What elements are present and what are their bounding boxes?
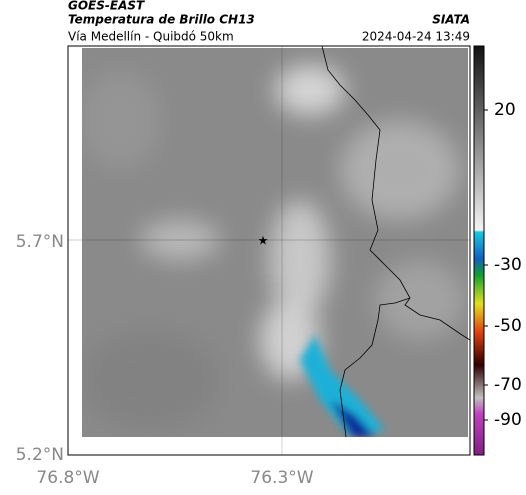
city-marker: ★ [258,234,269,248]
colorbar [473,45,485,456]
lat-label: 5.7°N [16,232,64,252]
borders [321,45,471,438]
colorbar-ticks: 20 -30 -50 -70 -90 [484,100,522,430]
timestamp: 2024-04-24 13:49 [362,30,470,44]
satellite-title: GOES-EAST [68,0,145,13]
cold-core [300,335,385,437]
lon-label: 76.3°W [250,468,313,488]
colorbar-tick-label: 20 [494,100,516,120]
lat-label: 5.2°N [16,445,64,465]
lon-label: 76.8°W [36,468,99,488]
bright-clouds [82,65,465,430]
satellite-image [82,48,468,437]
colorbar-tick-label: -70 [494,375,522,395]
product-title: Temperatura de Brillo CH13 [68,13,255,27]
route-subtitle: Vía Medellín - Quibdó 50km [68,30,234,44]
source-label: SIATA [432,13,470,27]
colorbar-tick-label: -50 [494,316,522,336]
colorbar-tick-label: -30 [494,255,522,275]
colorbar-tick-label: -90 [494,410,522,430]
